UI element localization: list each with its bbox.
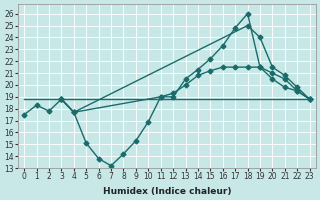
X-axis label: Humidex (Indice chaleur): Humidex (Indice chaleur) xyxy=(103,187,231,196)
